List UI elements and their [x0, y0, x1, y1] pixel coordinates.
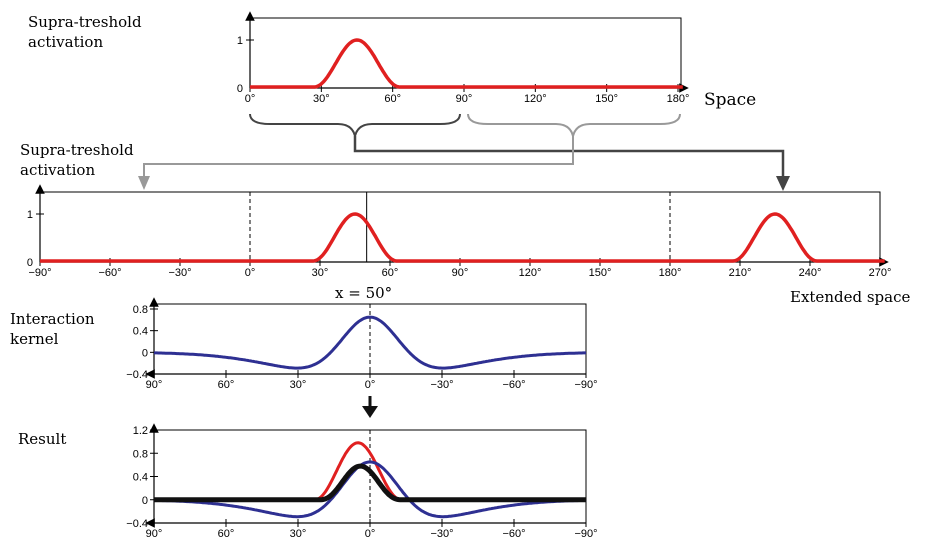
panel1-ylabel-line1: Supra-treshold [28, 13, 142, 31]
panel2-xlabel: Extended space [790, 288, 910, 306]
panel2-xtick-label: 210° [729, 267, 752, 279]
panel2-xtick-label: 270° [869, 267, 892, 279]
brackets [138, 113, 790, 191]
panel4-ylabel: Result [18, 430, 66, 448]
panel4-ytick-label: 0.8 [133, 448, 148, 460]
panel3-xtick-label: −90° [574, 379, 597, 391]
panel-extended-space: Supra-treshold activation 0 1 −90° −60° −3… [20, 141, 910, 306]
arrow-head-dark [776, 176, 790, 191]
panel2-ylabel-line1: Supra-treshold [20, 141, 134, 159]
arrow-head-light [138, 176, 150, 190]
panel1-ylabel-line2: activation [28, 33, 103, 51]
bracket-first-half [249, 113, 461, 137]
panel2-xtick-label: −60° [98, 267, 121, 279]
panel4-ytick-label: −0.4 [126, 518, 148, 530]
panel1-xtick-label: 150° [595, 93, 618, 105]
panel4-xtick-label: 60° [218, 528, 235, 540]
panel3-xtick-label: 90° [146, 379, 163, 391]
panel2-ytick-0: 0 [27, 257, 33, 269]
panel3-ytick-label: 0.8 [133, 304, 148, 316]
panel2-ytick-1: 1 [27, 209, 33, 221]
panel4-xtick-label: −60° [502, 528, 525, 540]
panel1-ytick-1: 1 [237, 35, 243, 47]
panel2-marker-label: x = 50° [335, 284, 392, 302]
panel4-result-curve [154, 463, 586, 503]
panel4-xtick-label: 0° [365, 528, 376, 540]
panel3-xtick-label: −30° [430, 379, 453, 391]
panel-interaction-kernel: Interaction kernel −0.4 0 0.4 0.8 90° 60° 30°… [10, 297, 598, 391]
panel2-xtick-label: 0° [245, 267, 256, 279]
panel3-ytick-label: 0.4 [133, 326, 148, 338]
arrow-to-left-copy [143, 136, 574, 181]
panel1-ytick-0: 0 [237, 83, 243, 95]
bracket-second-half [467, 113, 681, 137]
panel2-activation-curve [40, 212, 885, 263]
panel1-frame [249, 17, 682, 89]
panel4-xtick-label: −90° [574, 528, 597, 540]
panel4-xtick-label: −30° [430, 528, 453, 540]
panel2-xtick-label: 240° [799, 267, 822, 279]
panel2-xtick-label: 30° [312, 267, 329, 279]
panel3-xtick-label: 30° [290, 379, 307, 391]
panel-result: Result −0.4 0 0.4 0.8 1.2 90° 60° 30° 0° −30° −60… [18, 423, 598, 540]
panel3-ylabel-line2: kernel [10, 330, 59, 348]
panel-space: Supra-treshold activation 0 1 0° 30° 60° 90… [28, 11, 756, 110]
panel3-xtick-label: 60° [218, 379, 235, 391]
panel2-xtick-label: −30° [168, 267, 191, 279]
panel3-ylabel-line1: Interaction [10, 310, 95, 328]
panel4-ytick-label: 0.4 [133, 472, 148, 484]
panel1-xtick-label: 0° [245, 93, 256, 105]
panel3-xtick-label: −60° [502, 379, 525, 391]
panel3-kernel-curve [154, 315, 586, 370]
panel3-xtick-label: 0° [365, 379, 376, 391]
arrow-to-right-copy [353, 136, 785, 182]
panel1-xtick-label: 90° [456, 93, 473, 105]
panel2-ylabel-line2: activation [20, 161, 95, 179]
panel1-xtick-label: 30° [313, 93, 330, 105]
panel2-frame [39, 191, 881, 263]
panel1-xtick-label: 120° [524, 93, 547, 105]
panel1-activation-curve [250, 38, 683, 89]
panel2-xtick-label: 90° [452, 267, 469, 279]
panel3-ytick-label: 0 [142, 347, 148, 359]
panel2-xtick-label: 180° [659, 267, 682, 279]
panel2-xtick-label: 120° [519, 267, 542, 279]
panel2-xtick-label: −90° [28, 267, 51, 279]
panel1-xtick-label: 180° [667, 93, 690, 105]
panel1-xtick-label: 60° [384, 93, 401, 105]
panel4-xtick-label: 90° [146, 528, 163, 540]
panel4-ytick-label: 1.2 [133, 425, 148, 437]
arrow-kernel-to-result-head [362, 406, 378, 418]
panel4-xtick-label: 30° [290, 528, 307, 540]
panel4-kernel-curve [153, 460, 587, 519]
panel3-ytick-label: −0.4 [126, 369, 148, 381]
panel2-xtick-label: 150° [589, 267, 612, 279]
panel1-xlabel: Space [704, 90, 756, 110]
panel4-ytick-label: 0 [142, 495, 148, 507]
panel2-xtick-label: 60° [382, 267, 399, 279]
